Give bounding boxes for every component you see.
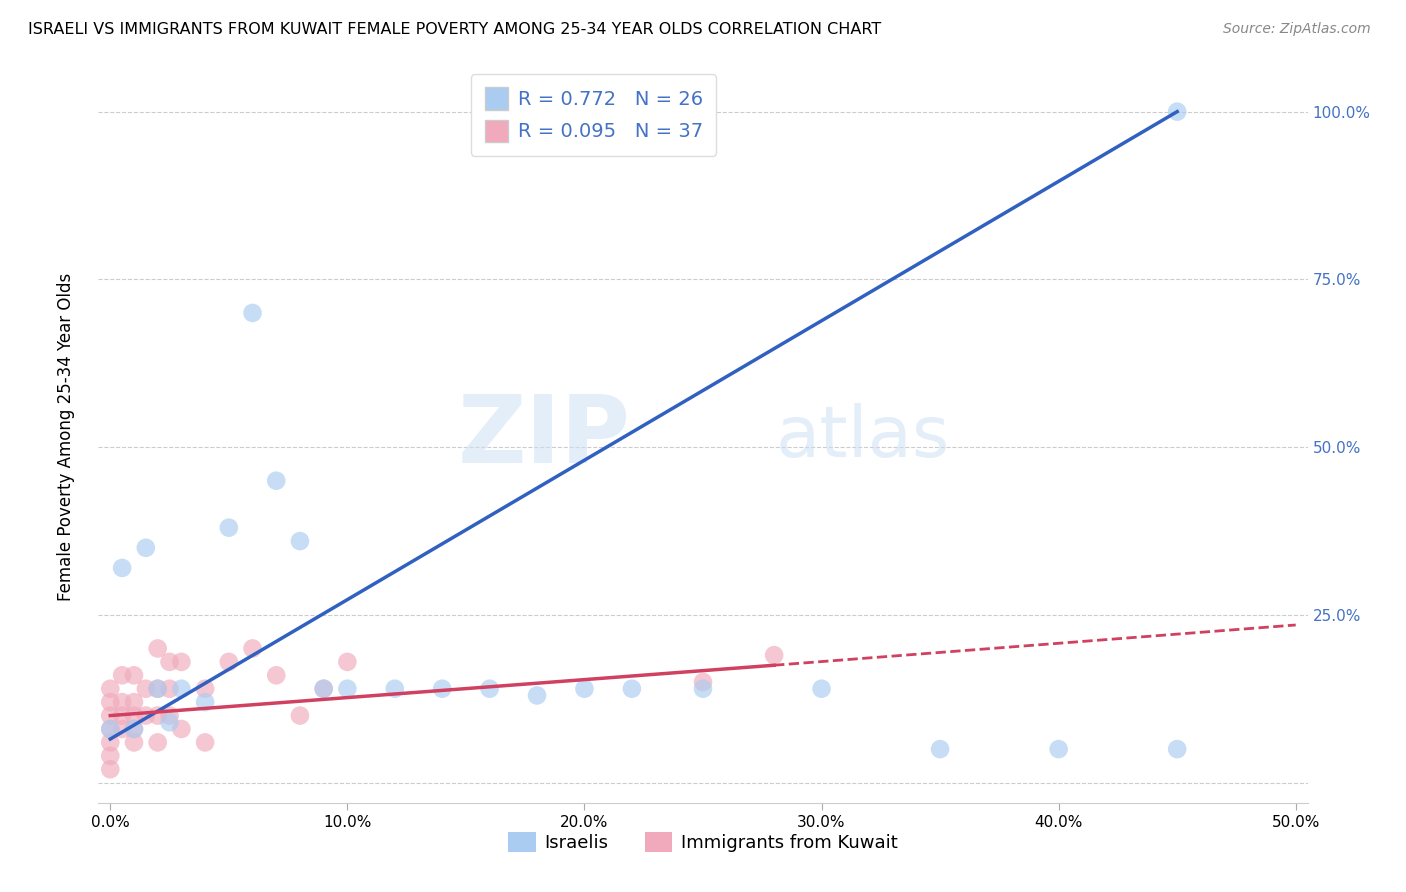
Point	[98, 735, 121, 749]
Point	[288, 708, 311, 723]
Point	[478, 681, 501, 696]
Point	[111, 695, 134, 709]
Point	[135, 708, 157, 723]
Point	[159, 708, 181, 723]
Point	[194, 681, 217, 696]
Point	[122, 708, 145, 723]
Point	[122, 695, 145, 709]
Point	[122, 735, 145, 749]
Point	[336, 655, 359, 669]
Point	[111, 561, 134, 575]
Point	[98, 722, 121, 736]
Point	[159, 655, 181, 669]
Point	[135, 541, 157, 555]
Point	[288, 534, 311, 549]
Point	[336, 681, 359, 696]
Point	[692, 675, 714, 690]
Point	[194, 695, 217, 709]
Point	[242, 641, 264, 656]
Text: Source: ZipAtlas.com: Source: ZipAtlas.com	[1223, 22, 1371, 37]
Point	[1047, 742, 1070, 756]
Point	[574, 681, 596, 696]
Point	[810, 681, 832, 696]
Point	[146, 735, 169, 749]
Point	[122, 668, 145, 682]
Point	[312, 681, 335, 696]
Point	[264, 668, 287, 682]
Point	[98, 708, 121, 723]
Point	[98, 695, 121, 709]
Point	[159, 681, 181, 696]
Point	[218, 521, 240, 535]
Point	[242, 306, 264, 320]
Point	[146, 681, 169, 696]
Point	[312, 681, 335, 696]
Point	[1166, 742, 1188, 756]
Point	[218, 655, 240, 669]
Point	[111, 722, 134, 736]
Point	[384, 681, 406, 696]
Point	[122, 722, 145, 736]
Point	[194, 735, 217, 749]
Point	[432, 681, 454, 696]
Point	[159, 715, 181, 730]
Text: ZIP: ZIP	[457, 391, 630, 483]
Point	[111, 668, 134, 682]
Point	[170, 655, 193, 669]
Point	[98, 748, 121, 763]
Point	[526, 689, 548, 703]
Point	[170, 681, 193, 696]
Point	[98, 722, 121, 736]
Y-axis label: Female Poverty Among 25-34 Year Olds: Female Poverty Among 25-34 Year Olds	[56, 273, 75, 601]
Point	[620, 681, 643, 696]
Text: ISRAELI VS IMMIGRANTS FROM KUWAIT FEMALE POVERTY AMONG 25-34 YEAR OLDS CORRELATI: ISRAELI VS IMMIGRANTS FROM KUWAIT FEMALE…	[28, 22, 882, 37]
Point	[264, 474, 287, 488]
Point	[122, 722, 145, 736]
Point	[763, 648, 786, 662]
Text: atlas: atlas	[776, 402, 950, 472]
Point	[146, 641, 169, 656]
Point	[146, 681, 169, 696]
Point	[692, 681, 714, 696]
Point	[135, 681, 157, 696]
Point	[98, 762, 121, 776]
Point	[98, 681, 121, 696]
Point	[170, 722, 193, 736]
Point	[146, 708, 169, 723]
Point	[929, 742, 952, 756]
Point	[1166, 104, 1188, 119]
Point	[111, 708, 134, 723]
Legend: Israelis, Immigrants from Kuwait: Israelis, Immigrants from Kuwait	[501, 825, 905, 860]
